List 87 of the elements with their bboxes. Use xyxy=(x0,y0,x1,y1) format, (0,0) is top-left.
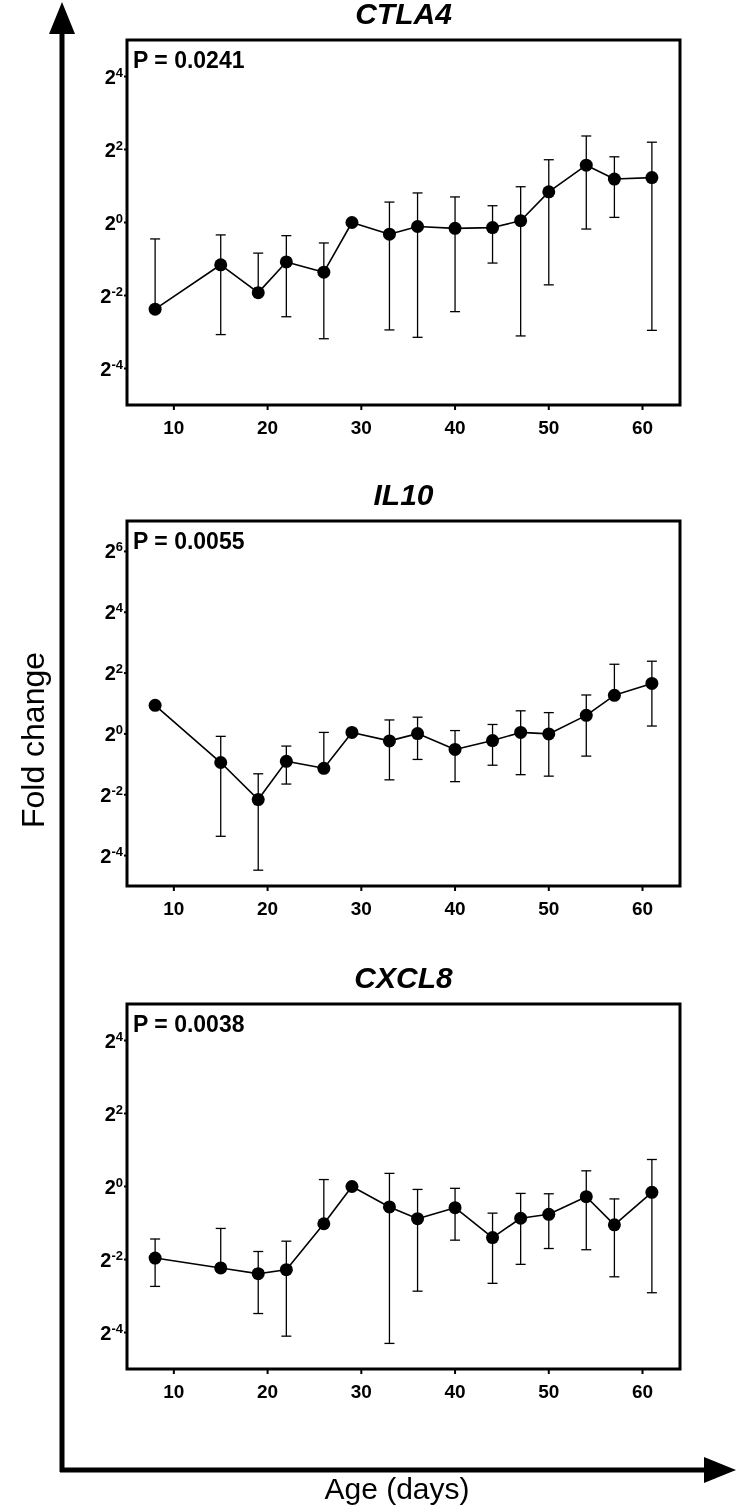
point xyxy=(579,158,593,172)
point xyxy=(148,698,162,712)
x-axis-title: Age (days) xyxy=(324,1472,470,1505)
x-tick-label: 40 xyxy=(444,417,466,438)
y-tick-label: 2$^{2}$ xyxy=(104,660,123,685)
y-tick-label: 2$^{-2}$ xyxy=(100,782,123,806)
x-tick-label: 50 xyxy=(538,1381,560,1402)
point xyxy=(645,1185,659,1199)
y-tick-label: 2$^{-4}$ xyxy=(100,1320,124,1344)
point xyxy=(382,227,396,241)
annotation: P = 0.0038 xyxy=(133,1011,245,1037)
point xyxy=(279,754,293,768)
point xyxy=(486,1231,500,1245)
point xyxy=(251,793,265,807)
y-tick-label: 2$^{0}$ xyxy=(104,210,123,234)
point xyxy=(607,1218,621,1232)
point xyxy=(411,220,425,233)
point xyxy=(645,171,659,185)
annotation: P = 0.0055 xyxy=(133,528,245,554)
point xyxy=(579,1190,593,1204)
point xyxy=(645,676,659,690)
point xyxy=(382,734,396,748)
point xyxy=(148,302,162,316)
point xyxy=(317,1217,331,1231)
point xyxy=(448,221,462,235)
point xyxy=(486,221,500,235)
x-tick-label: 60 xyxy=(631,1381,654,1402)
annotation: P = 0.0241 xyxy=(133,47,245,73)
x-tick-label: 40 xyxy=(444,898,466,919)
point xyxy=(411,727,425,741)
point xyxy=(345,216,359,229)
point xyxy=(279,1263,293,1277)
point xyxy=(607,172,621,186)
y-tick-label: 2$^{2}$ xyxy=(104,137,123,161)
x-tick-label: 20 xyxy=(257,417,279,438)
x-tick-label: 20 xyxy=(257,1381,279,1402)
y-tick-label: 2$^{0}$ xyxy=(104,1174,123,1198)
point xyxy=(486,734,500,748)
point xyxy=(542,1207,556,1221)
point xyxy=(251,286,265,300)
y-tick-label: 2$^{0}$ xyxy=(104,721,123,745)
x-tick-label: 60 xyxy=(631,898,654,919)
y-tick-label: 2$^{-2}$ xyxy=(100,283,123,307)
point xyxy=(607,688,621,702)
x-tick-label: 10 xyxy=(163,898,185,919)
x-tick-label: 50 xyxy=(538,898,560,919)
point xyxy=(317,761,331,775)
point xyxy=(514,214,528,228)
x-tick-label: 30 xyxy=(350,1381,372,1402)
point xyxy=(148,1251,162,1265)
chart-title: IL10 xyxy=(373,478,434,511)
y-tick-label: 2$^{6}$ xyxy=(104,538,123,563)
y-axis-title: Fold change xyxy=(15,651,51,829)
point xyxy=(542,185,556,199)
x-tick-label: 30 xyxy=(350,898,372,919)
point xyxy=(214,1261,228,1275)
point xyxy=(214,258,228,272)
x-tick-label: 50 xyxy=(538,417,560,438)
point xyxy=(214,756,228,770)
y-tick-label: 2$^{4}$ xyxy=(104,64,124,88)
x-tick-label: 60 xyxy=(631,417,654,438)
x-tick-label: 10 xyxy=(163,1381,185,1402)
point xyxy=(514,1211,528,1225)
point xyxy=(579,708,593,722)
x-tick-label: 10 xyxy=(163,417,185,438)
y-tick-label: 2$^{-4}$ xyxy=(100,356,124,380)
y-tick-label: 2$^{-2}$ xyxy=(100,1247,123,1271)
point xyxy=(411,1212,425,1226)
point xyxy=(448,742,462,756)
point xyxy=(279,255,293,269)
point xyxy=(317,265,331,279)
y-tick-label: 2$^{4}$ xyxy=(104,1028,124,1052)
x-tick-label: 20 xyxy=(257,898,279,919)
x-tick-label: 30 xyxy=(350,417,372,438)
point xyxy=(382,1200,396,1214)
y-tick-label: 2$^{4}$ xyxy=(104,599,124,624)
x-tick-label: 40 xyxy=(444,1381,466,1402)
point xyxy=(345,1180,359,1193)
point xyxy=(448,1201,462,1215)
point xyxy=(345,725,359,739)
point xyxy=(542,727,556,741)
y-tick-label: 2$^{-4}$ xyxy=(100,843,124,867)
y-tick-label: 2$^{2}$ xyxy=(104,1101,123,1125)
point xyxy=(514,725,528,739)
chart-title: CXCL8 xyxy=(354,961,453,994)
chart-title: CTLA4 xyxy=(355,0,453,30)
point xyxy=(251,1267,265,1281)
